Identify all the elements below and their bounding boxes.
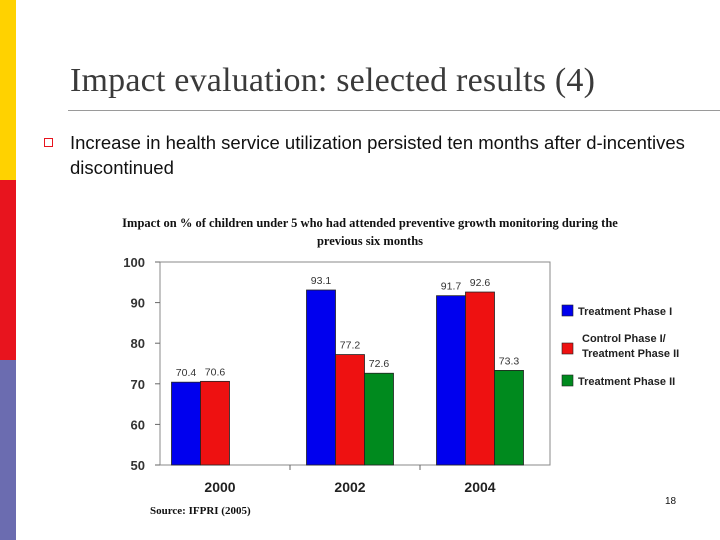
accent-bar-yellow — [0, 0, 16, 180]
bar — [436, 295, 466, 466]
data-label: 72.6 — [369, 358, 390, 370]
source-note: Source: IFPRI (2005) — [150, 505, 251, 517]
legend-label: Treatment Phase II — [582, 348, 679, 360]
accent-bar-red — [0, 180, 16, 360]
legend-label: Treatment Phase II — [578, 376, 675, 388]
x-tick-label: 2000 — [204, 479, 235, 495]
data-label: 92.6 — [470, 277, 491, 289]
bar — [465, 291, 495, 466]
y-tick-label: 60 — [131, 417, 145, 432]
chart-title: Impact on % of children under 5 who had … — [122, 216, 618, 248]
y-tick-label: 70 — [131, 377, 145, 392]
title-divider — [68, 110, 720, 111]
data-label: 70.4 — [176, 367, 197, 379]
bar — [494, 370, 524, 466]
bar — [200, 380, 230, 466]
bar — [171, 381, 201, 466]
bar — [364, 372, 394, 466]
data-label: 73.3 — [499, 355, 520, 367]
x-tick-label: 2004 — [464, 479, 495, 495]
bullet-square-icon — [44, 138, 53, 147]
data-label: 93.1 — [311, 275, 332, 287]
bullet-text: Increase in health service utilization p… — [70, 132, 685, 178]
page-number: 18 — [665, 496, 677, 507]
legend-label: Control Phase I/ — [582, 333, 666, 345]
x-tick-label: 2002 — [334, 479, 365, 495]
data-label: 77.2 — [340, 340, 361, 352]
legend-swatch — [561, 304, 574, 317]
data-label: 70.6 — [205, 366, 226, 378]
legend-label: Treatment Phase I — [578, 306, 672, 318]
bar — [306, 289, 336, 466]
y-tick-label: 100 — [123, 255, 145, 270]
legend-swatch — [561, 374, 574, 387]
y-tick-label: 80 — [131, 336, 145, 351]
y-tick-label: 50 — [131, 458, 145, 473]
accent-bar-blue — [0, 360, 16, 540]
y-tick-label: 90 — [131, 296, 145, 311]
data-label: 91.7 — [441, 281, 462, 293]
bar — [335, 354, 365, 466]
legend-swatch — [561, 342, 574, 355]
slide-title: Impact evaluation: selected results (4) — [70, 62, 596, 99]
